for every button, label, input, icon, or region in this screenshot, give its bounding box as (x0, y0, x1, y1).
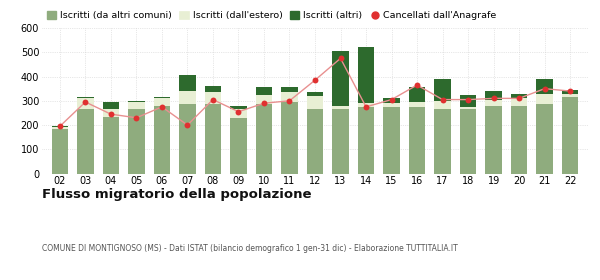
Bar (434, 101, 451, 109)
Bar (536, 94, 553, 104)
Text: Flusso migratorio della popolazione: Flusso migratorio della popolazione (42, 188, 311, 200)
Point (412, 83, 422, 87)
Bar (179, 104, 196, 174)
Bar (536, 104, 553, 174)
Bar (332, 106, 349, 109)
Bar (383, 107, 400, 174)
Bar (77, 109, 94, 174)
Bar (52, 129, 68, 174)
Point (157, 105, 167, 109)
Point (565, 89, 575, 93)
Bar (230, 109, 247, 118)
Bar (128, 102, 145, 109)
Bar (230, 106, 247, 109)
Bar (460, 109, 476, 174)
Point (106, 112, 116, 116)
Point (514, 96, 524, 101)
Bar (485, 100, 502, 106)
Bar (179, 75, 196, 91)
Bar (434, 109, 451, 174)
Point (489, 96, 499, 101)
Point (361, 105, 371, 109)
Bar (205, 104, 221, 174)
Point (387, 97, 397, 102)
Bar (281, 87, 298, 92)
Bar (281, 92, 298, 102)
Bar (307, 92, 323, 96)
Bar (103, 116, 119, 174)
Bar (562, 97, 578, 174)
Bar (77, 98, 94, 109)
Point (540, 87, 550, 91)
Bar (332, 109, 349, 174)
Bar (103, 102, 119, 109)
Bar (205, 92, 221, 104)
Bar (205, 86, 221, 92)
Bar (409, 87, 425, 102)
Bar (307, 109, 323, 174)
Bar (383, 98, 400, 103)
Point (80, 100, 90, 104)
Bar (128, 101, 145, 102)
Bar (52, 127, 68, 129)
Bar (154, 98, 170, 106)
Bar (460, 95, 476, 107)
Bar (409, 107, 425, 174)
Bar (154, 106, 170, 174)
Point (55, 124, 65, 129)
Bar (511, 98, 527, 106)
Bar (281, 102, 298, 174)
Bar (485, 91, 502, 100)
Point (131, 116, 141, 120)
Bar (332, 51, 349, 106)
Bar (307, 96, 323, 109)
Point (259, 101, 269, 106)
Point (310, 78, 320, 82)
Bar (103, 109, 119, 116)
Bar (77, 97, 94, 98)
Bar (383, 103, 400, 107)
Point (182, 123, 192, 127)
Bar (358, 47, 374, 103)
Bar (460, 107, 476, 109)
Point (336, 56, 346, 60)
Bar (230, 118, 247, 174)
Bar (536, 79, 553, 94)
Bar (511, 106, 527, 174)
Bar (409, 102, 425, 107)
Bar (511, 94, 527, 98)
Legend: Iscritti (da altri comuni), Iscritti (dall'estero), Iscritti (altri), Cancellati: Iscritti (da altri comuni), Iscritti (da… (47, 11, 496, 20)
Bar (562, 90, 578, 94)
Bar (485, 106, 502, 174)
Text: COMUNE DI MONTIGNOSO (MS) - Dati ISTAT (bilancio demografico 1 gen-31 dic) - Ela: COMUNE DI MONTIGNOSO (MS) - Dati ISTAT (… (42, 244, 458, 253)
Point (233, 109, 243, 114)
Point (284, 99, 294, 103)
Bar (358, 107, 374, 174)
Bar (128, 109, 145, 174)
Bar (562, 94, 578, 97)
Bar (358, 103, 374, 107)
Bar (256, 87, 272, 95)
Bar (256, 104, 272, 174)
Bar (256, 95, 272, 104)
Bar (52, 126, 68, 127)
Bar (179, 91, 196, 104)
Bar (154, 97, 170, 98)
Point (463, 97, 473, 102)
Point (438, 97, 448, 102)
Bar (434, 79, 451, 101)
Point (208, 97, 218, 102)
